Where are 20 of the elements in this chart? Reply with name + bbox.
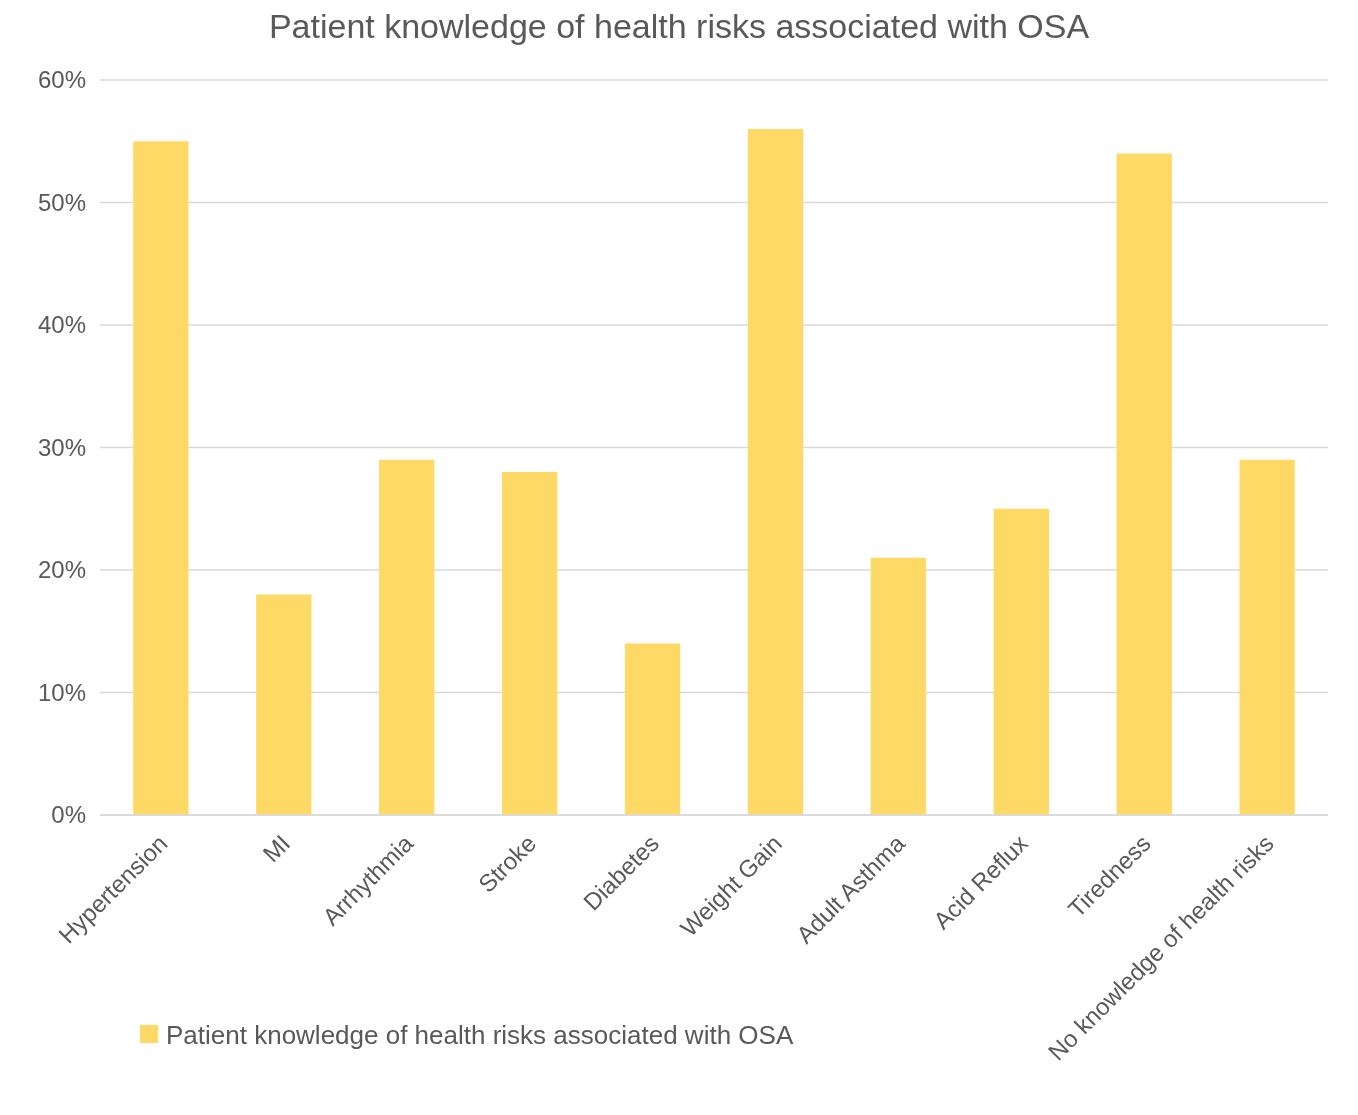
- y-tick-label: 10%: [37, 678, 86, 706]
- y-tick-label: 60%: [37, 66, 86, 94]
- bar: [501, 472, 558, 815]
- bar: [379, 459, 435, 815]
- bar: [624, 643, 681, 815]
- x-tick-label: MI: [257, 829, 296, 868]
- y-tick-label: 40%: [37, 311, 86, 339]
- chart-title: Patient knowledge of health risks associated with OSA: [268, 7, 1090, 45]
- bar: [1239, 459, 1295, 815]
- bar: [256, 594, 312, 815]
- bar: [993, 508, 1049, 815]
- y-tick-label: 20%: [37, 556, 86, 584]
- y-tick-label: 30%: [37, 433, 86, 461]
- bar: [1116, 153, 1172, 815]
- bar: [133, 141, 189, 815]
- bar: [747, 129, 804, 815]
- bar: [870, 557, 927, 815]
- y-tick-label: 50%: [37, 188, 86, 216]
- legend-label: Patient knowledge of health risks associated with OSA: [166, 1020, 794, 1051]
- y-tick-label: 0%: [51, 801, 86, 829]
